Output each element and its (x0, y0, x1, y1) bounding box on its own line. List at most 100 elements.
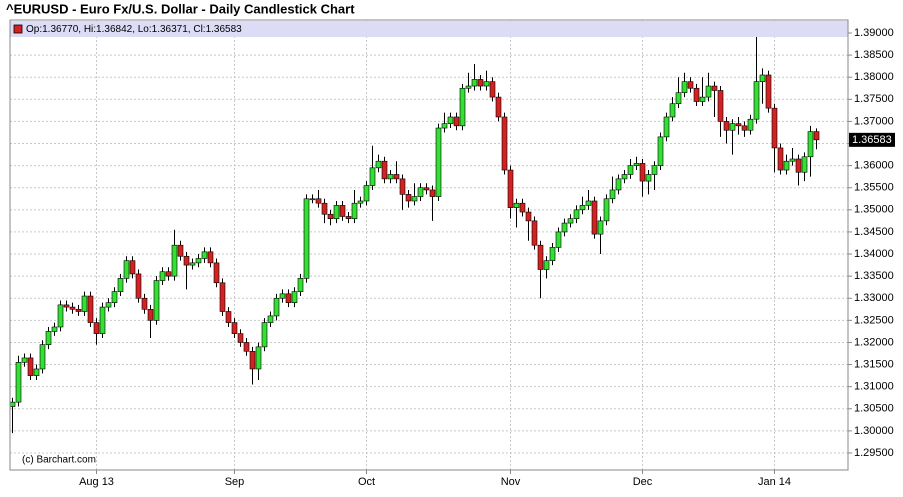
y-tick-label: 1.37500 (854, 93, 894, 105)
candle-body (381, 160, 388, 180)
y-tick-label: 1.31500 (854, 358, 894, 370)
candle-body (537, 244, 544, 270)
y-tick-label: 1.32500 (854, 314, 894, 326)
candle-body (615, 178, 622, 191)
candle-body (345, 216, 352, 219)
candle-body (651, 165, 658, 175)
candle-body (813, 131, 820, 141)
candle-body (237, 333, 244, 343)
candle-body (273, 297, 280, 317)
candle-body (567, 218, 574, 224)
candle-body (105, 302, 112, 308)
candle-body (45, 331, 52, 345)
candle-body (357, 200, 364, 204)
candle-body (219, 282, 226, 312)
candle-body (429, 189, 436, 197)
candle-body (27, 357, 34, 376)
candle-body (441, 123, 448, 129)
candle-body (531, 220, 538, 246)
candle-body (327, 213, 334, 219)
candle-body (579, 205, 586, 211)
candle-body (33, 368, 40, 376)
axis: 1.29500 1.30000 1.30500 1.31000 1.31500 1.320… (79, 27, 895, 488)
candle-body (147, 309, 154, 321)
candle-body (9, 401, 16, 407)
candle-body (123, 260, 130, 279)
candle-body (399, 178, 406, 195)
candle-body (225, 311, 232, 323)
candle-body (405, 194, 412, 202)
candle-body (465, 85, 472, 89)
plot-frame (9, 19, 849, 471)
candle-body (165, 271, 172, 277)
legend-band (10, 21, 848, 37)
candle-body (393, 174, 400, 180)
candle-body (561, 222, 568, 233)
y-tick-label: 1.31000 (854, 381, 894, 393)
candle-body (57, 304, 64, 328)
y-tick-label: 1.34000 (854, 248, 894, 260)
candle-body (243, 342, 250, 352)
candle-body (321, 202, 328, 215)
candle-body (495, 96, 502, 118)
candle-body (267, 315, 274, 323)
candle-body (627, 165, 634, 175)
last-price-box (849, 132, 895, 147)
candle-body (183, 255, 190, 266)
candle-body (279, 293, 286, 299)
y-tick-label: 1.30500 (854, 403, 894, 415)
candle-body (453, 116, 460, 127)
candle-body (657, 136, 664, 166)
y-tick-label: 1.33500 (854, 270, 894, 282)
candle-body (417, 187, 424, 197)
candle-body (669, 103, 676, 118)
candle-body (255, 346, 262, 370)
candle-body (759, 74, 766, 82)
candle-body (711, 85, 718, 91)
candle-body (87, 295, 94, 323)
candle-body (249, 350, 256, 370)
candle-body (81, 295, 88, 312)
candle-body (705, 85, 712, 98)
candle-body (171, 244, 178, 277)
candle-body (675, 92, 682, 105)
candle-body (621, 174, 628, 180)
y-tick-label: 1.32000 (854, 336, 894, 348)
credit: (c) Barchart.com (22, 455, 96, 466)
candle-body (597, 220, 604, 235)
candle-body (261, 322, 268, 348)
candle-body (159, 271, 166, 281)
y-tick-label: 1.36000 (854, 160, 894, 172)
candle-body (117, 278, 124, 292)
y-tick-label: 1.34500 (854, 226, 894, 238)
candle-body (801, 156, 808, 173)
candle-body (783, 160, 790, 171)
y-tick-label: 1.35000 (854, 204, 894, 216)
y-tick-label: 1.29500 (854, 447, 894, 459)
candle-body (189, 262, 196, 266)
candle-body (297, 278, 304, 292)
candle-body (195, 258, 202, 264)
y-tick-label: 1.38000 (854, 71, 894, 83)
candle-body (723, 121, 730, 131)
candle-body (771, 107, 778, 149)
candle-body (15, 362, 22, 403)
candle-body (477, 79, 484, 87)
x-tick-label: Oct (358, 476, 375, 488)
last-price-label: 1.36583 (852, 134, 892, 146)
candle-body (795, 158, 802, 173)
y-tick-label: 1.38500 (854, 49, 894, 61)
candle-body (489, 81, 496, 98)
candle-body (363, 185, 370, 202)
candle-body (609, 189, 616, 200)
candle-body (735, 123, 742, 127)
y-tick-label: 1.35500 (854, 182, 894, 194)
candle-body (585, 200, 592, 206)
candle-body (177, 244, 184, 257)
candle-body (99, 306, 106, 334)
candle-body (789, 158, 796, 162)
candle-body (141, 297, 148, 310)
candle-body (69, 306, 76, 310)
candle-body (591, 200, 598, 235)
